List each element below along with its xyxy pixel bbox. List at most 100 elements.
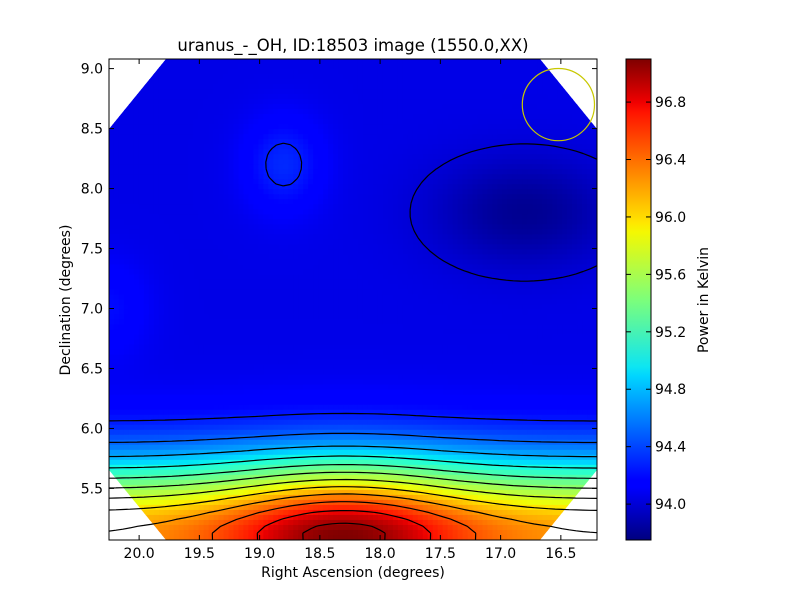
heatmap-cell (223, 229, 230, 235)
heatmap-cell (397, 99, 404, 105)
heatmap-cell (223, 294, 230, 301)
heatmap-cell (522, 264, 528, 271)
heatmap-cell (203, 174, 210, 180)
heatmap-cell (183, 304, 190, 311)
heatmap-cell (422, 234, 429, 240)
heatmap-cell (118, 144, 125, 150)
heatmap-cell (587, 269, 593, 276)
heatmap-cell (333, 84, 339, 90)
heatmap-cell (482, 259, 489, 266)
heatmap-cell (353, 154, 359, 160)
heatmap-cell (422, 129, 429, 135)
heatmap-cell (163, 139, 170, 145)
heatmap-cell (263, 154, 269, 160)
heatmap-cell (372, 294, 379, 301)
heatmap-cell (502, 264, 508, 271)
heatmap-cell (472, 264, 479, 271)
heatmap-cell (243, 194, 250, 200)
heatmap-cell (198, 189, 205, 195)
heatmap-cell (457, 104, 464, 110)
heatmap-cell (109, 254, 115, 261)
heatmap-cell (432, 204, 439, 210)
heatmap-cell (462, 289, 469, 296)
heatmap-cell (527, 194, 533, 200)
heatmap-cell (372, 279, 379, 286)
heatmap-cell (532, 279, 538, 286)
heatmap-cell (472, 154, 479, 160)
heatmap-cell (402, 294, 409, 301)
heatmap-cell (273, 219, 279, 225)
heatmap-cell (338, 224, 344, 230)
heatmap-cell (392, 194, 399, 200)
heatmap-cell (148, 294, 155, 301)
heatmap-cell (422, 184, 429, 190)
heatmap-cell (542, 249, 548, 256)
heatmap-cell (582, 124, 588, 130)
heatmap-cell (343, 234, 349, 240)
heatmap-cell (113, 69, 120, 75)
heatmap-cell (437, 74, 444, 80)
heatmap-cell (477, 239, 484, 245)
heatmap-cell (452, 74, 459, 80)
heatmap-cell (387, 109, 394, 115)
heatmap-cell (482, 159, 489, 165)
heatmap-cell (532, 109, 538, 115)
heatmap-cell (482, 169, 489, 175)
heatmap-cell (557, 114, 563, 120)
heatmap-cell (557, 69, 563, 75)
heatmap-cell (587, 64, 593, 70)
heatmap-cell (397, 124, 404, 130)
heatmap-cell (507, 289, 513, 296)
heatmap-cell (288, 169, 294, 175)
heatmap-cell (457, 284, 464, 291)
heatmap-cell (457, 269, 464, 276)
heatmap-cell (109, 144, 115, 150)
heatmap-cell (188, 199, 195, 205)
heatmap-cell (198, 64, 205, 70)
heatmap-cell (547, 144, 553, 150)
heatmap-cell (193, 234, 200, 240)
heatmap-cell (492, 94, 499, 100)
heatmap-cell (422, 134, 429, 140)
heatmap-cell (118, 174, 125, 180)
heatmap-cell (592, 209, 597, 215)
heatmap-cell (313, 219, 319, 225)
heatmap-cell (437, 79, 444, 85)
heatmap-cell (397, 209, 404, 215)
heatmap-cell (562, 254, 568, 261)
heatmap-cell (303, 139, 309, 145)
heatmap-cell (298, 289, 304, 296)
heatmap-cell (442, 139, 449, 145)
heatmap-cell (278, 274, 284, 281)
heatmap-cell (268, 299, 274, 306)
heatmap-cell (248, 249, 255, 256)
heatmap-cell (547, 274, 553, 281)
heatmap-cell (193, 99, 200, 105)
heatmap-cell (397, 164, 404, 170)
heatmap-cell (338, 164, 344, 170)
heatmap-cell (557, 209, 563, 215)
heatmap-cell (442, 184, 449, 190)
heatmap-cell (537, 194, 543, 200)
heatmap-cell (133, 234, 140, 240)
heatmap-cell (253, 114, 259, 120)
heatmap-cell (288, 184, 294, 190)
heatmap-cell (392, 144, 399, 150)
heatmap-cell (547, 154, 553, 160)
heatmap-cell (382, 209, 389, 215)
heatmap-cell (198, 154, 205, 160)
heatmap-cell (447, 164, 454, 170)
heatmap-cell (203, 129, 210, 135)
heatmap-cell (318, 134, 324, 140)
heatmap-cell (547, 194, 553, 200)
heatmap-cell (113, 154, 120, 160)
heatmap-cell (308, 244, 314, 250)
heatmap-cell (123, 229, 130, 235)
heatmap-cell (582, 69, 588, 75)
heatmap-cell (143, 154, 150, 160)
heatmap-cell (452, 69, 459, 75)
heatmap-cell (348, 264, 354, 271)
heatmap-cell (502, 279, 508, 286)
heatmap-cell (138, 274, 145, 281)
heatmap-cell (487, 254, 494, 261)
